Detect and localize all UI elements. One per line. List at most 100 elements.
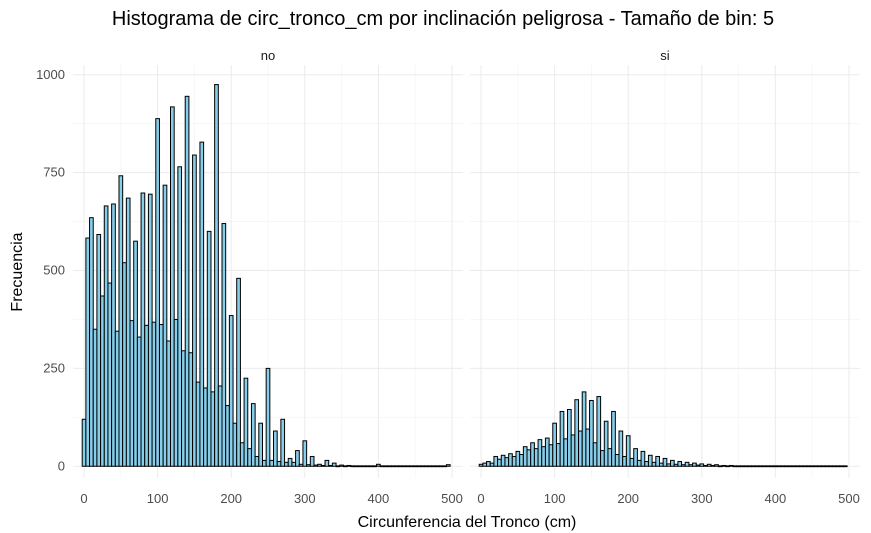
histogram-bar: [662, 457, 668, 467]
histogram-bar: [140, 192, 146, 467]
histogram-bar: [618, 430, 624, 467]
histogram-bar: [258, 422, 263, 467]
histogram-bar: [405, 465, 411, 468]
histogram-bar: [427, 465, 433, 468]
histogram-bar: [743, 465, 749, 468]
histogram-bar: [276, 461, 282, 467]
x-tick-label: 100: [147, 491, 169, 506]
histogram-bar: [291, 461, 297, 467]
histogram-bar: [681, 464, 686, 467]
histogram-bar: [236, 277, 241, 467]
histogram-bar: [295, 450, 300, 467]
histogram-bar: [828, 465, 833, 468]
histogram-bar: [493, 455, 499, 467]
histogram-bar: [125, 197, 131, 467]
histogram-bar: [684, 461, 690, 467]
histogram-bar: [688, 464, 694, 467]
facet-label-no: no: [261, 48, 275, 63]
x-tick-label: 200: [617, 491, 639, 506]
histogram-bar: [706, 463, 712, 467]
histogram-bar: [504, 457, 510, 467]
histogram-bar: [732, 465, 738, 468]
histogram-bar: [129, 320, 135, 467]
histogram-bar: [203, 387, 208, 467]
histogram-bar: [158, 324, 164, 467]
histogram-bar: [589, 399, 594, 467]
histogram-bar: [798, 465, 804, 468]
histogram-bar: [420, 465, 425, 468]
histogram-bar: [754, 465, 760, 468]
histogram-bar: [784, 465, 789, 468]
histogram-bar: [151, 321, 157, 467]
histogram-bar: [780, 465, 786, 468]
facet-panels: 0 250 500 750 1000 no 0 100 200 300 400 500 si 0 100 20…: [36, 48, 860, 506]
histogram-bar: [225, 405, 230, 467]
histogram-bar: [809, 465, 815, 468]
histogram-bar: [199, 141, 205, 467]
histogram-bar: [173, 318, 179, 467]
histogram-bar: [574, 399, 580, 467]
y-tick-label: 1000: [36, 67, 65, 82]
histogram-bar: [497, 458, 502, 467]
x-tick-label: 400: [368, 491, 390, 506]
x-tick-label: 100: [544, 491, 566, 506]
histogram-bar: [530, 442, 535, 467]
histogram-bar: [239, 442, 245, 467]
x-tick-label: 0: [80, 491, 87, 506]
histogram-bar: [302, 440, 308, 467]
histogram-bar: [247, 448, 252, 467]
histogram-bar: [118, 175, 124, 467]
histogram-bar: [600, 450, 605, 467]
histogram-bar: [136, 336, 142, 467]
histogram-bar: [736, 465, 741, 468]
histogram-bar: [206, 230, 212, 467]
histogram-bar: [585, 428, 591, 467]
histogram-bar: [640, 450, 646, 467]
histogram-bar: [144, 324, 149, 467]
histogram-bar: [170, 106, 175, 467]
histogram-bar: [416, 465, 422, 468]
histogram-bar: [280, 418, 286, 467]
histogram-bar: [409, 465, 414, 468]
histogram-bar: [228, 315, 234, 467]
histogram-bar: [578, 430, 583, 467]
histogram-bar: [217, 385, 223, 467]
histogram-bar: [210, 391, 216, 467]
histogram-bar: [383, 465, 389, 468]
histogram-bar: [177, 166, 183, 467]
histogram-bar: [739, 465, 745, 468]
facet-label-si: si: [660, 48, 670, 63]
histogram-bar: [636, 459, 642, 467]
histogram-bar: [423, 465, 429, 468]
histogram-bar: [398, 465, 403, 468]
histogram-bar: [96, 234, 102, 467]
histogram-bar: [750, 465, 756, 468]
histogram-bar: [394, 465, 400, 468]
histogram-bar: [412, 465, 418, 468]
histogram-bar: [592, 442, 598, 467]
histogram-bar: [769, 465, 775, 468]
histogram-bar: [596, 396, 602, 467]
histogram-bar: [677, 461, 683, 467]
histogram-bar: [195, 381, 201, 467]
histogram-bar: [651, 461, 657, 467]
chart-title: Histograma de circ_tronco_cm por inclina…: [112, 8, 774, 30]
histogram-bar: [533, 448, 539, 467]
histogram-bar: [350, 465, 355, 468]
histogram-bar: [317, 463, 322, 467]
histogram-bar: [544, 437, 550, 467]
histogram-bar: [181, 350, 186, 467]
histogram-bar: [482, 462, 488, 467]
histogram-bar: [442, 465, 447, 468]
histogram-bar: [559, 410, 565, 467]
histogram-bar: [699, 463, 705, 467]
histogram-bar: [747, 465, 752, 468]
histogram-bar: [824, 465, 830, 468]
histogram-bar: [647, 454, 653, 467]
histogram-bar: [692, 462, 697, 467]
histogram-bar: [376, 463, 381, 467]
histogram-bar: [655, 455, 660, 467]
histogram-bar: [673, 463, 679, 467]
histogram-bar: [122, 262, 127, 467]
